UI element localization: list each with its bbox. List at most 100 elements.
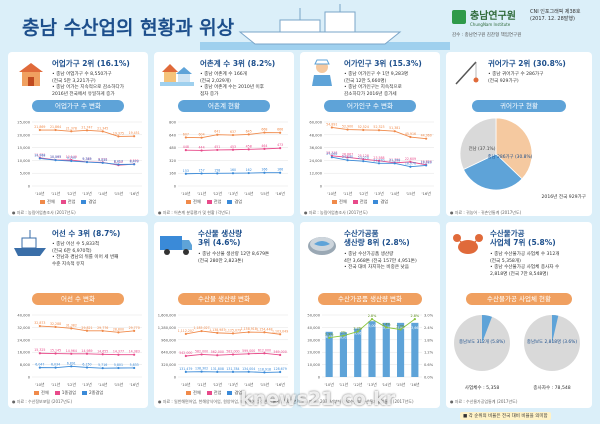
data-label: 21,345 <box>97 126 108 130</box>
slice-label: 전남 (37.1%) <box>469 145 496 152</box>
data-label: 5,716 <box>98 363 107 367</box>
data-label: 542,000 <box>179 351 192 355</box>
data-point <box>263 131 266 134</box>
y2-tick-label: 1.2% <box>424 351 434 355</box>
data-label: 15,325 <box>34 348 45 352</box>
y-tick-label: 5,000 <box>20 172 31 176</box>
source-note: ● 자료 : 귀농어 · 귀촌인통계 (2017년도) <box>450 210 522 215</box>
share-label: 2.3% <box>396 324 405 328</box>
data-point <box>231 172 235 175</box>
data-label: 9,753 <box>67 156 76 160</box>
y-tick-label: 0 <box>174 185 177 189</box>
data-point <box>133 329 136 332</box>
fishing-rod-icon <box>455 61 479 85</box>
data-point <box>70 159 73 163</box>
bar <box>397 322 405 377</box>
data-label: 6,047 <box>35 363 44 367</box>
source-note: ● 자료 : 일반해면어업, 천해양식어업, 원양어업, 내수면어업 생산량 통… <box>158 399 298 404</box>
data-point <box>216 354 219 357</box>
issue-date: (2017. 12. 28발행) <box>530 16 575 22</box>
data-label: 51,381 <box>389 126 400 130</box>
data-point <box>54 366 57 369</box>
logo-mark-icon <box>452 10 466 24</box>
data-label: 464 <box>261 144 267 148</box>
data-point <box>247 352 250 355</box>
x-tick-label: '11년 <box>197 191 207 196</box>
x-tick-label: '16년 <box>275 191 285 196</box>
legend: 전체 전업 겸업 <box>40 199 96 205</box>
slice-label: 충남 286가구 (30.8%) <box>488 153 533 160</box>
data-point <box>85 366 89 369</box>
y-tick-label: 0 <box>28 376 31 380</box>
data-label: 39,062 <box>352 332 363 336</box>
data-point <box>330 126 333 129</box>
chart-fishing-households: 0 5,000 10,000 15,000 20,000 25,000 '10년 '11년 '1… <box>17 121 142 196</box>
bar <box>354 328 362 377</box>
x-tick-label: '14년 <box>382 382 392 387</box>
data-label: 28,318 <box>326 151 337 155</box>
section-heading: 수산가공품 생산량 8위 (2.8%) <box>344 229 410 247</box>
share-point <box>385 326 388 329</box>
data-label: 31,382 <box>66 323 77 327</box>
data-point <box>247 133 250 136</box>
y-tick-label: 20,000 <box>307 351 320 355</box>
x-tick-label: '15년 <box>260 191 270 196</box>
logo-name: 충남연구원 <box>470 11 516 22</box>
data-point <box>70 352 73 355</box>
data-point <box>216 172 219 175</box>
data-label: 6,034 <box>51 363 60 367</box>
x-tick-label: '16년 <box>421 191 431 196</box>
y-tick-label: 15,000 <box>17 146 30 150</box>
data-point <box>393 130 396 133</box>
watermark: knews21.co.kr <box>240 388 396 410</box>
data-point <box>263 147 266 150</box>
data-label: 637 <box>230 130 236 134</box>
x-tick-label: '12년 <box>67 191 77 196</box>
y-tick-label: 640 <box>169 133 177 137</box>
section-heading: 어촌계 수 3위 (8.2%) <box>200 59 276 68</box>
bar <box>411 322 419 377</box>
data-label: 21,258 <box>389 158 400 162</box>
legend: 전체 전업 겸업 <box>186 390 242 396</box>
data-label: 9,349 <box>82 157 91 161</box>
data-label: 18,076 <box>405 162 416 166</box>
data-point <box>279 353 282 357</box>
share-point <box>342 334 345 337</box>
data-label: 52,900 <box>342 125 353 129</box>
section-bullets: • 충남 수산물가공 사업체 수 312개 (전국 5,358개) • 충남 수… <box>490 252 560 277</box>
data-label: 5,801 <box>114 363 123 367</box>
data-point <box>184 172 187 175</box>
y-tick-label: 0 <box>28 185 31 189</box>
share-label: 2.2% <box>353 327 362 331</box>
data-label: 604 <box>199 133 205 137</box>
data-point <box>346 159 349 162</box>
y-tick-label: 48,000 <box>309 133 322 137</box>
slice-label: 충남보도 2,818명 (3.6%) <box>527 338 577 345</box>
x-tick-label: '13년 <box>228 191 238 196</box>
chart-title: 수산물가공 사업체 현황 <box>466 293 572 305</box>
data-label: 666 <box>277 128 283 132</box>
chart-production: 0 320,000 640,000 960,000 1,280,000 1,600,000… <box>158 314 289 388</box>
data-point <box>247 171 250 175</box>
data-point <box>247 148 250 151</box>
data-label: 27,002 <box>326 152 337 156</box>
y2-tick-label: 1.8% <box>424 338 434 342</box>
x-tick-label: '16년 <box>129 382 139 387</box>
share-label: 2.4% <box>382 322 391 326</box>
x-tick-label: '11년 <box>343 191 353 196</box>
data-label: 52,323 <box>373 125 384 129</box>
chart-title: 어촌계 현황 <box>178 100 270 112</box>
share-point <box>356 330 359 333</box>
data-label: 26,867 <box>342 152 353 156</box>
data-label: 1,125,079 <box>225 328 241 332</box>
page-title: 충남 수산업의 현황과 위상 <box>22 17 235 39</box>
y-tick-label: 0 <box>318 376 321 380</box>
bar <box>368 321 376 377</box>
data-point <box>117 163 120 166</box>
y-tick-label: 32,000 <box>17 326 30 330</box>
data-label: 1,138,987 <box>209 328 225 332</box>
data-label: 166 <box>261 168 267 172</box>
data-point <box>216 148 219 152</box>
data-label: 645 <box>246 129 252 133</box>
total-label: 종사자수 : 78,548 <box>533 384 571 391</box>
